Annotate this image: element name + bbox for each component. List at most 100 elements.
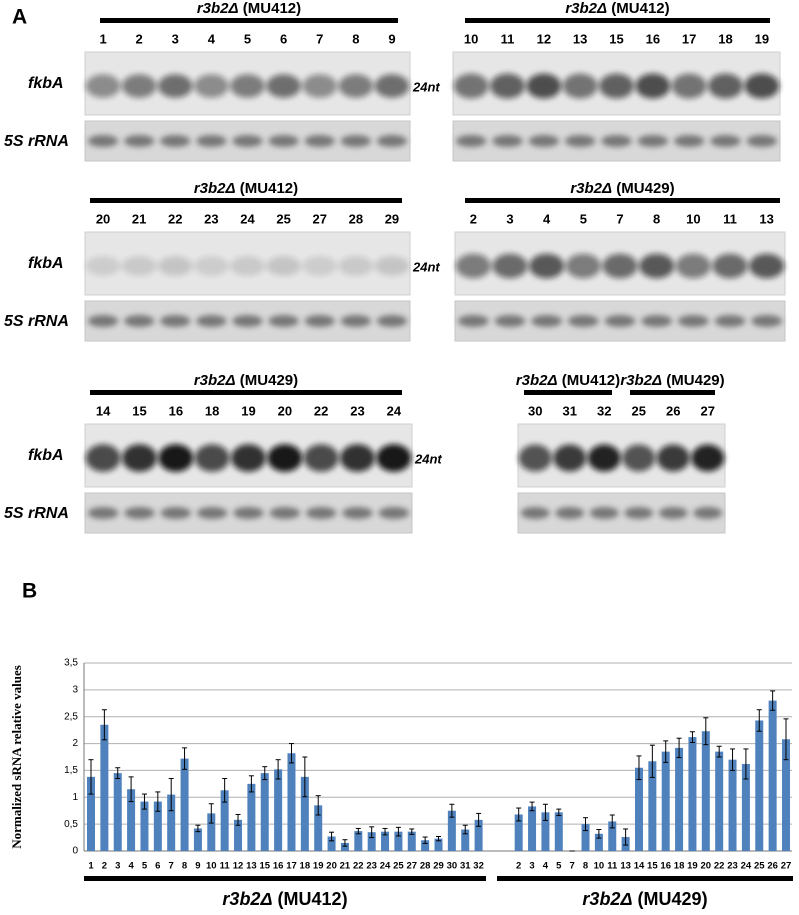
- bar: [648, 761, 657, 851]
- band: [232, 135, 263, 147]
- bar: [688, 737, 697, 851]
- x-tick-label: 8: [583, 861, 588, 872]
- x-tick-label: 2: [102, 861, 107, 872]
- x-tick-label: 10: [206, 861, 217, 872]
- lane-label: 11: [501, 31, 515, 46]
- bar: [287, 753, 296, 851]
- x-tick-label: 4: [543, 861, 549, 872]
- group-label: r3b2Δ (MU429): [582, 889, 707, 909]
- strain-line: (MU429): [638, 889, 708, 909]
- bar: [407, 831, 416, 851]
- x-tick-label: 26: [767, 861, 778, 872]
- bar: [274, 769, 283, 851]
- band: [677, 315, 709, 327]
- band: [87, 135, 119, 147]
- strain-line: (MU429): [666, 372, 724, 389]
- bar: [247, 783, 256, 851]
- band: [749, 253, 785, 279]
- blot-title: r3b2Δ (MU429): [194, 372, 298, 389]
- band: [494, 315, 526, 327]
- bar: [314, 805, 323, 851]
- lane-label: 7: [616, 211, 623, 226]
- band: [268, 315, 299, 327]
- lane-label: 27: [312, 211, 326, 226]
- x-tick-label: 13: [620, 861, 631, 872]
- group-label: r3b2Δ (MU412): [222, 889, 347, 909]
- band: [567, 315, 599, 327]
- lane-label: 17: [682, 31, 696, 46]
- band: [194, 74, 229, 98]
- band: [302, 74, 338, 98]
- lane-label: 1: [99, 31, 106, 46]
- strain: r3b2Δ: [516, 372, 558, 389]
- bar: [100, 724, 109, 851]
- band: [302, 256, 338, 276]
- lane-label: 21: [132, 211, 146, 226]
- y-tick-label: 0: [72, 846, 78, 857]
- band: [457, 315, 489, 327]
- band: [268, 135, 299, 147]
- bar: [421, 840, 430, 851]
- band: [639, 253, 675, 279]
- band: [675, 253, 711, 279]
- lane-label: 11: [723, 211, 737, 226]
- lane-label: 14: [96, 403, 111, 418]
- lane-label: 24: [387, 403, 402, 418]
- group-bar: [100, 18, 398, 23]
- x-tick-label: 3: [529, 861, 534, 872]
- strain-line: (MU412): [278, 889, 348, 909]
- x-tick-label: 24: [380, 861, 391, 872]
- band: [196, 315, 227, 327]
- blot-title: r3b2Δ (MU429): [620, 372, 724, 389]
- y-tick-label: 1: [72, 792, 78, 803]
- x-tick-label: 23: [727, 861, 738, 872]
- x-tick-label: 24: [741, 861, 752, 872]
- band: [269, 507, 301, 519]
- band: [124, 507, 155, 519]
- band: [305, 507, 337, 519]
- strain: r3b2Δ: [570, 180, 612, 197]
- strain: r3b2Δ: [194, 180, 236, 197]
- band: [196, 507, 228, 519]
- x-tick-label: 28: [420, 861, 431, 872]
- size-label: 24nt: [414, 451, 442, 466]
- blot-image: [517, 423, 726, 488]
- lane-label: 31: [563, 403, 577, 418]
- strain-line: (MU412): [243, 0, 301, 17]
- blot-image: [517, 492, 726, 534]
- bar: [608, 821, 617, 851]
- lane-label: 3: [506, 211, 513, 226]
- lane-label: 3: [172, 31, 179, 46]
- band: [564, 135, 596, 147]
- strain-line: (MU412): [562, 372, 620, 389]
- x-tick-label: 7: [570, 861, 575, 872]
- lane-label: 19: [241, 403, 255, 418]
- band: [587, 444, 621, 472]
- x-tick-label: 2: [516, 861, 521, 872]
- bar: [474, 819, 483, 851]
- x-tick-label: 29: [433, 861, 444, 872]
- band: [338, 74, 374, 98]
- lane-label: 20: [96, 211, 110, 226]
- band: [374, 256, 410, 276]
- band: [233, 507, 264, 519]
- band: [492, 135, 523, 147]
- bar: [634, 767, 643, 851]
- band: [751, 315, 783, 327]
- band: [708, 73, 743, 99]
- band: [453, 73, 489, 99]
- panel-label: A: [12, 6, 27, 29]
- x-tick-label: 5: [142, 861, 148, 872]
- band: [602, 253, 638, 279]
- bar: [340, 842, 349, 851]
- bar: [728, 759, 737, 851]
- bar: [113, 773, 122, 851]
- bar: [461, 829, 470, 851]
- x-tick-label: 5: [556, 861, 562, 872]
- band: [121, 256, 157, 276]
- band: [124, 315, 155, 327]
- band: [746, 135, 778, 147]
- lane-label: 28: [349, 211, 363, 226]
- lane-label: 15: [132, 403, 146, 418]
- x-tick-label: 16: [660, 861, 671, 872]
